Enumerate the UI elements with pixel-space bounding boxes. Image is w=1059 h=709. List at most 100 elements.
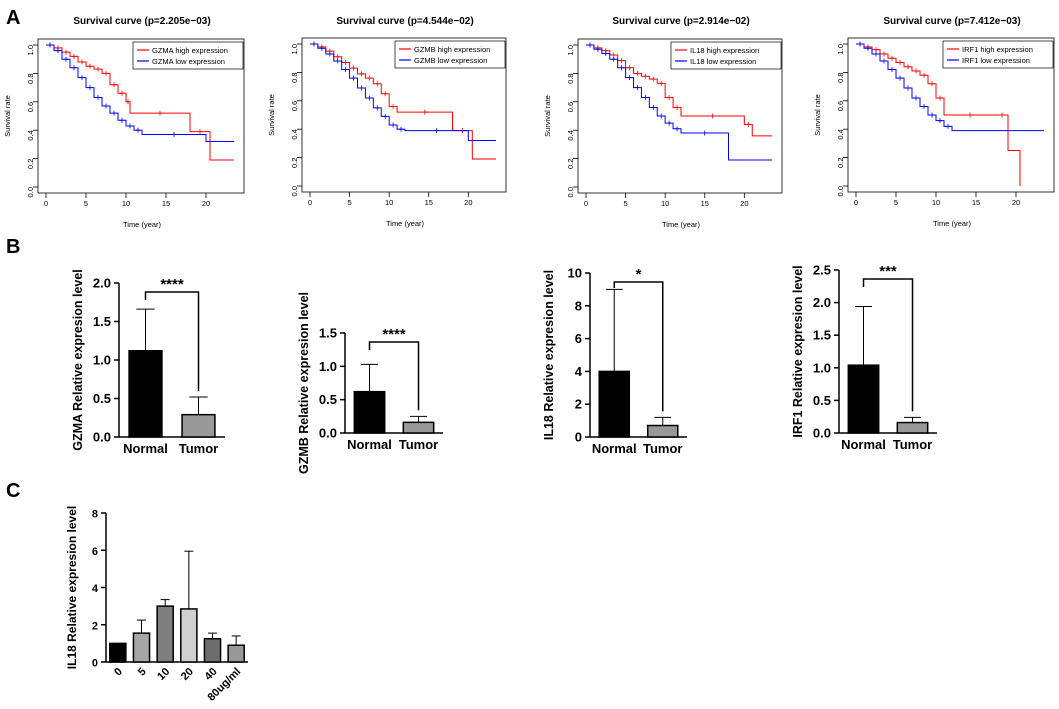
censor-mark [930, 81, 934, 87]
legend-entry: IRF1 high expression [962, 45, 1033, 54]
x-tick-label: 5 [84, 199, 88, 208]
plot-frame [577, 38, 783, 194]
censor-mark [56, 48, 60, 54]
censor-mark [64, 56, 68, 62]
censor-mark [914, 68, 918, 74]
censor-mark [938, 95, 942, 101]
censor-mark [946, 123, 950, 129]
significance-stars: *** [879, 263, 897, 280]
significance-stars: **** [382, 326, 406, 343]
y-tick-label: 0.6 [290, 101, 299, 111]
bar-tumor [896, 421, 929, 434]
censor-mark [659, 113, 664, 119]
censor-mark [675, 104, 680, 110]
y-axis-label: Survival rate [267, 94, 276, 136]
censor-mark [968, 112, 972, 118]
significance-bracket [613, 281, 664, 412]
y-tick-label: 0.0 [26, 187, 35, 197]
censor-mark [898, 75, 902, 81]
legend-box [132, 41, 244, 70]
censor-mark [611, 56, 616, 62]
censor-mark [311, 41, 316, 47]
bar-chart-b-1: 0.0 0.5 1.0 1.5 2.0 Normal Tumor GZMA Relative … [71, 269, 225, 456]
x-tick-label: Normal [123, 441, 168, 456]
survival-chart-4: Survival curve (p=7.412e−03) 0.0 0.2 0.4 0.6… [813, 16, 1055, 228]
legend-entry: GZMB low expression [414, 56, 487, 65]
y-tick-label: 0.6 [836, 101, 845, 111]
significance-stars: * [636, 266, 642, 283]
censor-mark [627, 65, 632, 71]
censor-mark [383, 91, 388, 97]
censor-mark [866, 45, 870, 51]
x-tick-label: 10 [932, 198, 940, 207]
censor-mark [667, 95, 672, 101]
y-tick-label: 2.5 [813, 263, 831, 278]
y-axis-label: GZMA Relative expresion level [71, 269, 85, 451]
censor-mark [635, 85, 640, 91]
y-tick-label: 0.2 [26, 159, 35, 169]
legend-entry: GZMB high expression [414, 45, 490, 54]
x-tick-label: 20 [179, 666, 196, 683]
bar-normal [598, 370, 631, 438]
chart-title: Survival curve (p=4.544e−02) [336, 16, 473, 27]
y-tick-label: 2.0 [93, 276, 111, 291]
censor-mark [702, 130, 707, 136]
y-tick-label: 2.0 [813, 295, 831, 310]
censor-mark [375, 105, 380, 111]
censor-mark [667, 120, 672, 126]
censor-mark [351, 75, 356, 81]
y-tick-label: 1.0 [93, 353, 111, 368]
censor-mark [375, 81, 380, 87]
x-tick-label: 20 [1012, 198, 1020, 207]
bar-tumor [646, 424, 679, 438]
x-tick-label: 5 [623, 199, 627, 208]
bar-80ug-ml [227, 644, 245, 663]
y-tick-label: 0.2 [566, 159, 575, 169]
bar-normal [128, 350, 163, 438]
y-tick-label: 2 [575, 397, 582, 412]
y-tick-label: 1.0 [26, 45, 35, 55]
censor-mark [126, 99, 130, 105]
bar-40 [203, 637, 222, 663]
x-tick-label: 15 [425, 198, 433, 207]
x-tick-label: Tumor [643, 441, 682, 456]
censor-mark [367, 75, 372, 81]
bar-normal [353, 390, 386, 434]
censor-mark [651, 76, 656, 82]
charts-layer: Survival curve (p=2.205e−03) 0.0 0.2 0.4 0.6… [3, 16, 1055, 704]
censor-mark [343, 59, 348, 65]
censor-mark [104, 103, 108, 109]
significance-stars: **** [160, 276, 184, 293]
censor-mark [158, 110, 162, 116]
significance-bracket [862, 278, 914, 412]
censor-mark [80, 75, 84, 81]
y-tick-label: 1.0 [319, 359, 337, 374]
censor-mark [72, 65, 76, 71]
censor-mark [643, 73, 648, 79]
x-axis-label: Time (year) [386, 219, 425, 228]
bar-normal [847, 364, 880, 434]
censor-mark [120, 117, 124, 123]
legend-box [942, 40, 1054, 69]
y-axis-label: Survival rate [3, 95, 12, 137]
y-axis-label: GZMB Relative expresion level [297, 292, 311, 474]
y-tick-label: 0.4 [566, 130, 575, 140]
censor-mark [88, 63, 92, 69]
x-tick-label: 10 [385, 198, 393, 207]
censor-mark [587, 42, 592, 48]
censor-mark [595, 46, 600, 52]
censor-mark [882, 58, 886, 64]
censor-mark [619, 58, 624, 64]
censor-mark [327, 51, 332, 57]
legend-entry: IL18 high expression [690, 46, 759, 55]
y-axis-label: IL18 Relative expresion level [65, 506, 79, 669]
bar-chart-b-2: 0.0 0.5 1.0 1.5 Normal Tumor GZMB Relative exp… [297, 292, 443, 474]
y-tick-label: 0.8 [290, 72, 299, 82]
panel-label-a: A [6, 7, 20, 29]
x-tick-label: 0 [112, 666, 125, 679]
censor-mark [72, 53, 76, 59]
significance-bracket [144, 291, 200, 391]
y-tick-label: 0.4 [836, 129, 845, 139]
legend-entry: GZMA low expression [152, 57, 225, 66]
